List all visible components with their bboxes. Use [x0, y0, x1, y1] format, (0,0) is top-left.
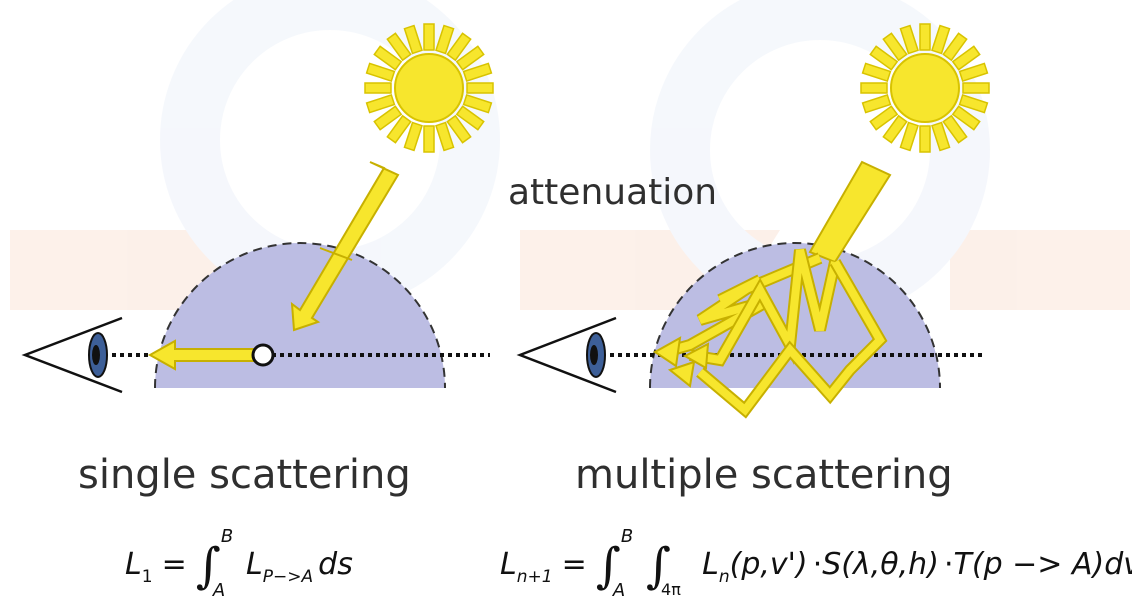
differential: ds	[318, 547, 353, 582]
eye-icon	[21, 316, 123, 394]
single-scattering-caption: single scattering	[78, 452, 411, 498]
integral-upper: B	[620, 526, 634, 547]
sun-icon	[860, 23, 990, 153]
formula-equals: =	[561, 547, 587, 582]
sun-ray	[373, 105, 403, 131]
integral-lower: A	[212, 580, 226, 601]
dot-operator: ·	[812, 547, 823, 582]
integrand: L	[702, 547, 719, 582]
integral-symbol: ∫	[195, 538, 221, 594]
sun-ray	[423, 125, 435, 153]
sun-ray	[386, 32, 412, 62]
single-scattering-formula: L1 = ∫ B A LP−>A ds	[125, 526, 353, 601]
sun-ray	[958, 94, 989, 114]
sun-ray	[899, 24, 919, 55]
integral-lower-2: 4π	[661, 580, 681, 599]
formula-lhs-sub: n+1	[516, 567, 553, 587]
sun-ray	[861, 94, 892, 114]
sun-ray	[455, 45, 485, 71]
sun-ray	[462, 62, 493, 82]
integrand: L	[245, 547, 263, 582]
scattered-ray-arrow	[147, 339, 255, 371]
single-scattering-panel	[21, 23, 494, 394]
sun-ray	[446, 114, 472, 144]
atmosphere-boundary	[154, 242, 446, 389]
sun-ray	[403, 24, 423, 55]
sun-ray	[403, 121, 423, 152]
sun-disc	[890, 53, 960, 123]
multiple-scatter-paths	[663, 248, 888, 419]
integrand-sub: P−>A	[262, 567, 314, 587]
formula-lhs-sub: 1	[141, 567, 153, 587]
sun-ray	[446, 32, 472, 62]
sun-ray	[365, 94, 396, 114]
multiple-scattering-caption: multiple scattering	[575, 452, 953, 498]
sun-ray	[364, 82, 392, 94]
sun-ray	[869, 105, 899, 131]
sun-ray	[882, 114, 908, 144]
sun-disc	[394, 53, 464, 123]
sun-ray	[869, 45, 899, 71]
light-beam	[290, 161, 400, 332]
sun-ray	[882, 32, 908, 62]
sun-ray	[386, 114, 412, 144]
sun-ray	[951, 45, 981, 71]
phase-function: S(λ,θ,h)	[822, 547, 939, 582]
sun-ray	[435, 24, 455, 55]
differential: dv'ds	[1104, 547, 1132, 582]
sun-ray	[962, 82, 990, 94]
attenuation-label: attenuation	[508, 172, 718, 213]
multiple-scattering-formula: Ln+1 = ∫ B A ∫ 4π Ln(p,v') ·S(λ,θ,h) ·T(p −…	[500, 526, 1132, 601]
sun-ray	[435, 121, 455, 152]
dot-operator: ·	[944, 547, 954, 582]
sun-ray	[919, 23, 931, 51]
sun-ray	[860, 82, 888, 94]
sun-icon	[364, 23, 494, 153]
scattering-diagram	[10, 23, 1130, 419]
sun-ray	[931, 121, 951, 152]
atmosphere-boundary	[649, 242, 941, 389]
formula-lhs: L	[500, 547, 517, 582]
formula-equals: =	[161, 547, 187, 582]
sun-ray	[466, 82, 494, 94]
sun-ray	[919, 125, 931, 153]
sun-ray	[942, 114, 968, 144]
integrand-args: (p,v')	[729, 547, 808, 582]
integral-symbol-2: ∫	[646, 538, 672, 594]
integrand-sub: n	[718, 567, 730, 587]
transmittance-term: T(p −> A)	[953, 547, 1105, 582]
sun-ray	[958, 62, 989, 82]
sun-ray	[951, 105, 981, 131]
sun-ray	[365, 62, 396, 82]
sun-ray	[462, 94, 493, 114]
arrow-head	[667, 360, 696, 388]
arrow-head	[653, 336, 682, 368]
multiple-scattering-panel	[516, 23, 990, 419]
integral-lower: A	[612, 580, 626, 601]
sun-ray	[942, 32, 968, 62]
scattering-point	[251, 343, 275, 367]
eye-icon	[516, 316, 617, 394]
sun-ray	[455, 105, 485, 131]
integral-upper: B	[220, 526, 234, 547]
integral-symbol: ∫	[595, 538, 621, 594]
sun-ray	[373, 45, 403, 71]
sun-ray	[423, 23, 435, 51]
sun-ray	[931, 24, 951, 55]
sun-ray	[861, 62, 892, 82]
formula-lhs: L	[125, 547, 142, 582]
arrow-head	[682, 342, 710, 370]
sun-ray	[899, 121, 919, 152]
